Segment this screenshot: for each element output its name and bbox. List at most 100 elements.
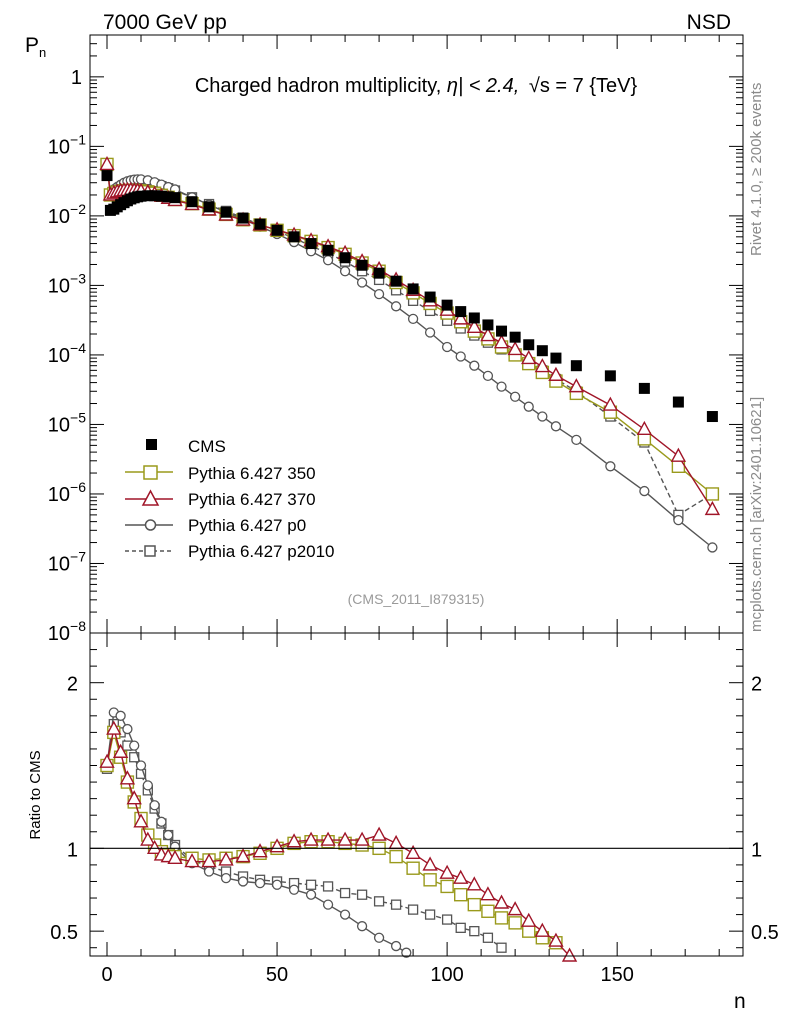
main-point-pythia-6-427-p0 xyxy=(441,341,453,353)
ratio-point-pythia-6-427-370 xyxy=(112,743,129,758)
main-y-tick-label: 10−5 xyxy=(48,409,86,436)
ratio-point-pythia-6-427-p0 xyxy=(220,872,232,884)
main-point-pythia-6-427-370 xyxy=(602,396,619,411)
ratio-frame xyxy=(89,632,744,957)
ratio-point-pythia-6-427-p0 xyxy=(142,780,153,791)
main-point-cms xyxy=(169,192,181,204)
ratio-point-pythia-6-427-p0 xyxy=(401,947,412,958)
main-point-pythia-6-427-p0 xyxy=(509,391,521,402)
ratio-point-pythia-6-427-370 xyxy=(337,831,353,846)
main-point-pythia-6-427-370 xyxy=(493,334,510,349)
ratio-series-pythia-6-427-p0 xyxy=(101,707,412,958)
ratio-point-pythia-6-427-370 xyxy=(466,876,482,891)
main-point-pythia-6-427-350 xyxy=(705,487,720,501)
legend-label-pythia-350: Pythia 6.427 350 xyxy=(188,464,316,483)
ratio-point-pythia-6-427-p2010 xyxy=(424,909,436,920)
legend-item-pythia-p2010: Pythia 6.427 p2010 xyxy=(125,542,335,561)
main-point-cms xyxy=(455,306,467,318)
main-point-cms xyxy=(638,382,650,394)
legend-label-pythia-370: Pythia 6.427 370 xyxy=(188,490,316,509)
main-point-cms xyxy=(339,252,351,264)
ratio-point-pythia-6-427-350 xyxy=(406,861,420,875)
legend-marker-pythia-p2010 xyxy=(144,545,156,557)
ratio-point-pythia-6-427-350 xyxy=(440,879,454,894)
main-y-tick-label: 10−1 xyxy=(48,131,86,158)
ratio-point-pythia-6-427-p0 xyxy=(163,829,174,841)
main-point-pythia-6-427-p0 xyxy=(407,313,419,325)
main-point-pythia-6-427-370 xyxy=(534,358,551,373)
main-point-cms xyxy=(604,370,616,382)
ratio-point-pythia-6-427-370 xyxy=(561,947,578,962)
main-point-cms xyxy=(288,231,300,243)
y-axis-label-ratio: Ratio to CMS xyxy=(27,750,44,839)
ratio-point-pythia-6-427-p0 xyxy=(156,816,167,827)
ratio-series-pythia-6-427-370 xyxy=(99,720,578,962)
main-y-tick-label: 10−8 xyxy=(48,618,86,645)
ratio-point-pythia-6-427-p2010 xyxy=(441,914,453,925)
ratio-point-pythia-6-427-370 xyxy=(167,849,183,864)
legend-label-pythia-p2010: Pythia 6.427 p2010 xyxy=(188,542,335,561)
header-left-label: 7000 GeV pp xyxy=(103,11,227,34)
x-axis-label: n xyxy=(734,990,746,1013)
ratio-point-pythia-6-427-370 xyxy=(140,831,156,846)
legend-marker-cms xyxy=(146,439,157,450)
main-point-cms xyxy=(220,206,232,218)
main-point-pythia-6-427-p0 xyxy=(339,266,351,277)
main-point-pythia-6-427-370 xyxy=(704,500,721,516)
main-point-pythia-6-427-370 xyxy=(548,366,564,381)
main-point-pythia-6-427-p0 xyxy=(523,401,534,412)
main-point-pythia-6-427-p0 xyxy=(322,255,334,266)
ratio-point-pythia-6-427-370 xyxy=(493,894,510,909)
main-point-pythia-6-427-370 xyxy=(466,318,482,333)
main-y-tick-label: 10−4 xyxy=(48,340,86,367)
ratio-point-pythia-6-427-p0 xyxy=(115,710,126,721)
main-point-cms xyxy=(424,291,436,303)
ratio-point-pythia-6-427-370 xyxy=(99,753,115,768)
main-point-cms xyxy=(706,411,718,423)
main-series xyxy=(99,155,721,553)
ratio-point-pythia-6-427-p2010 xyxy=(305,879,317,890)
ratio-panel: 0 50 100 150 0.5 0.5 1 1 2 2 Ratio to CMS n xyxy=(27,632,779,1013)
ratio-point-pythia-6-427-p0 xyxy=(305,889,317,900)
main-point-pythia-6-427-p0 xyxy=(390,301,402,312)
main-point-cms xyxy=(149,190,161,202)
ratio-y-tick-label-left: 0.5 xyxy=(50,922,78,944)
ratio-point-pythia-6-427-370 xyxy=(303,831,319,846)
main-point-cms xyxy=(254,218,266,230)
ratio-point-pythia-6-427-370 xyxy=(184,853,200,868)
main-point-cms xyxy=(203,201,215,213)
ratio-point-pythia-6-427-370 xyxy=(439,864,455,879)
legend-item-pythia-p0: Pythia 6.427 p0 xyxy=(125,516,306,535)
main-point-cms xyxy=(672,396,684,408)
ratio-point-pythia-6-427-370 xyxy=(453,869,469,884)
ratio-point-pythia-6-427-370 xyxy=(218,851,234,866)
legend-marker-pythia-p0 xyxy=(144,519,157,531)
ratio-point-pythia-6-427-p0 xyxy=(135,760,147,771)
analysis-watermark: (CMS_2011_I879315) xyxy=(348,591,485,607)
main-point-cms xyxy=(155,190,167,202)
ratio-point-pythia-6-427-370 xyxy=(235,848,251,863)
main-point-cms xyxy=(322,244,334,256)
ratio-point-pythia-6-427-370 xyxy=(422,856,438,871)
main-point-pythia-6-427-370 xyxy=(636,420,653,436)
ratio-point-pythia-6-427-p2010 xyxy=(390,899,402,910)
ratio-point-pythia-6-427-350 xyxy=(481,904,495,918)
main-point-cms xyxy=(142,190,154,202)
main-y-tick-label: 10−7 xyxy=(48,548,86,575)
main-point-pythia-6-427-p0 xyxy=(482,370,494,382)
main-point-cms xyxy=(441,299,453,311)
ratio-point-pythia-6-427-p0 xyxy=(339,909,351,920)
main-point-cms xyxy=(135,190,147,202)
ratio-point-pythia-6-427-370 xyxy=(106,720,122,735)
ratio-point-pythia-6-427-370 xyxy=(119,770,136,785)
main-point-cms xyxy=(570,360,582,372)
ratio-point-pythia-6-427-350 xyxy=(454,888,468,902)
ratio-point-pythia-6-427-p0 xyxy=(203,866,215,877)
main-point-pythia-6-427-p0 xyxy=(537,411,548,422)
ratio-point-pythia-6-427-370 xyxy=(405,844,421,860)
ratio-point-pythia-6-427-370 xyxy=(354,831,370,846)
ratio-point-pythia-6-427-p2010 xyxy=(407,904,419,915)
main-point-cms xyxy=(536,345,548,357)
ratio-point-pythia-6-427-370 xyxy=(507,901,523,916)
ratio-point-pythia-6-427-p0 xyxy=(129,740,140,751)
